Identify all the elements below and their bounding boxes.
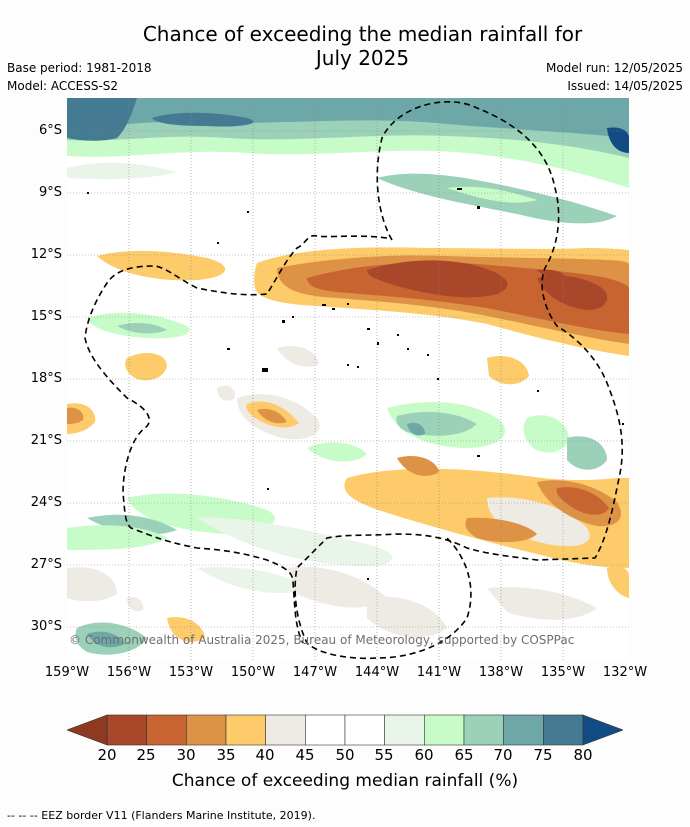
rainfall-map: [67, 98, 629, 660]
colorbar-cell: [225, 714, 266, 746]
lon-label-132w: 132°W: [602, 665, 648, 680]
lon-label-135w: 135°W: [540, 665, 586, 680]
colorbar-cell: [344, 714, 385, 746]
colorbar-cells: [106, 714, 584, 746]
lon-label-159w: 159°W: [44, 665, 90, 680]
title-line-1: Chance of exceeding the median rainfall …: [142, 22, 583, 46]
lon-label-150w: 150°W: [230, 665, 276, 680]
colorbar-tick-45: 45: [295, 746, 315, 764]
colorbar-label: Chance of exceeding median rainfall (%): [171, 771, 519, 791]
colorbar-tick-25: 25: [136, 746, 156, 764]
colorbar-tick-75: 75: [533, 746, 553, 764]
colorbar-cell: [543, 714, 584, 746]
colorbar-tick-20: 20: [97, 746, 117, 764]
lat-label-6s: 6°S: [38, 123, 62, 138]
lon-label-153w: 153°W: [168, 665, 214, 680]
southeast-dry-patches: [344, 455, 629, 598]
colorbar-tick-35: 35: [216, 746, 236, 764]
issued-date: Issued: 14/05/2025: [567, 79, 683, 93]
colorbar-cell: [146, 714, 187, 746]
map-title: Chance of exceeding the median rainfall …: [0, 22, 690, 70]
colorbar-cell: [503, 714, 544, 746]
lon-label-138w: 138°W: [478, 665, 524, 680]
lon-label-141w: 141°W: [416, 665, 462, 680]
colorbar-tick-40: 40: [255, 746, 275, 764]
eez-border: [84, 100, 624, 660]
colorbar-over-arrow: [582, 714, 623, 746]
eez-legend: -- -- -- EEZ border V11 (Flanders Marine…: [7, 809, 316, 822]
title-line-2: July 2025: [315, 46, 410, 70]
lat-label-27s: 27°S: [30, 557, 62, 572]
northern-wet-band: [67, 98, 629, 224]
colorbar-tick-65: 65: [454, 746, 474, 764]
colorbar-cell: [186, 714, 227, 746]
colorbar-tick-70: 70: [493, 746, 513, 764]
colorbar-cell: [384, 714, 425, 746]
lat-label-9s: 9°S: [38, 185, 62, 200]
colorbar-cell: [463, 714, 504, 746]
lon-label-156w: 156°W: [106, 665, 152, 680]
model-name: Model: ACCESS-S2: [7, 79, 119, 93]
colorbar-cell: [106, 714, 147, 746]
colorbar-tick-60: 60: [414, 746, 434, 764]
lat-label-24s: 24°S: [30, 495, 62, 510]
lat-label-21s: 21°S: [30, 433, 62, 448]
central-dry-band: [97, 247, 629, 356]
colorbar-tick-55: 55: [374, 746, 394, 764]
base-period: Base period: 1981-2018: [7, 61, 152, 75]
colorbar-tick-30: 30: [176, 746, 196, 764]
colorbar: [67, 714, 623, 746]
lat-label-15s: 15°S: [30, 309, 62, 324]
scattered-patches: [67, 312, 607, 655]
model-run: Model run: 12/05/2025: [545, 61, 683, 75]
copyright-notice: © Commonwealth of Australia 2025, Bureau…: [69, 633, 575, 647]
meta-right: Model run: 12/05/2025 Issued: 14/05/2025: [546, 59, 683, 95]
map-canvas: [67, 98, 629, 660]
lat-label-12s: 12°S: [30, 247, 62, 262]
colorbar-tick-50: 50: [335, 746, 355, 764]
colorbar-cell: [424, 714, 465, 746]
colorbar-under-arrow: [67, 714, 108, 746]
lat-label-30s: 30°S: [30, 619, 62, 634]
lon-label-144w: 144°W: [354, 665, 400, 680]
islands: [87, 188, 624, 580]
colorbar-cell: [305, 714, 346, 746]
colorbar-cell: [265, 714, 306, 746]
meta-left: Base period: 1981-2018 Model: ACCESS-S2: [7, 59, 152, 95]
lat-label-18s: 18°S: [30, 371, 62, 386]
lon-label-147w: 147°W: [292, 665, 338, 680]
colorbar-tick-80: 80: [573, 746, 593, 764]
graticule: [67, 98, 629, 660]
